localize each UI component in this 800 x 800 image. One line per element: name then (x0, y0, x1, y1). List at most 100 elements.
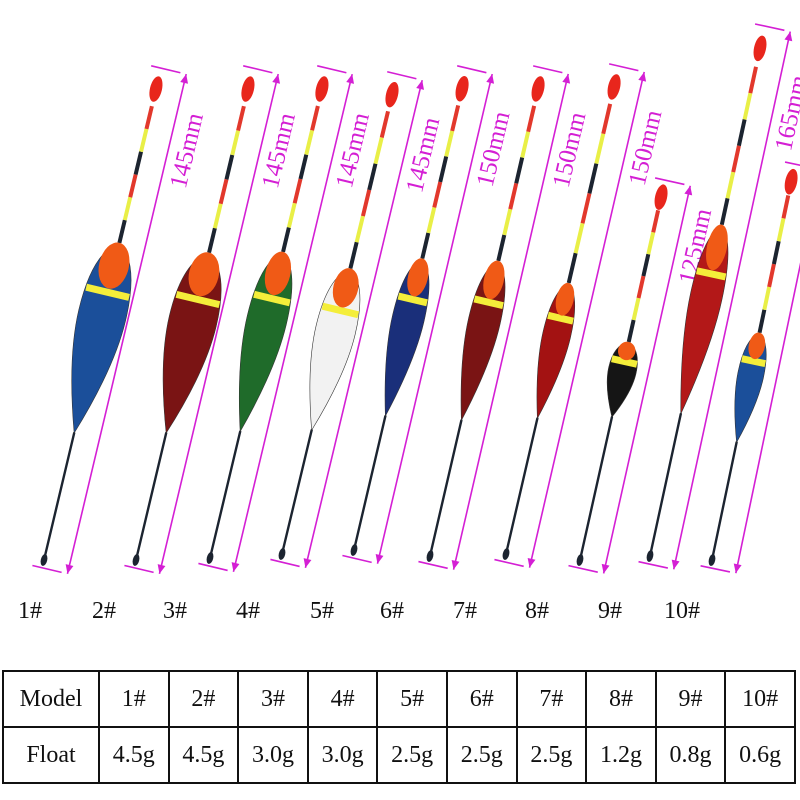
measure-tick (568, 564, 598, 573)
model-cell: 5# (376, 670, 448, 728)
float-antenna-segment (373, 137, 384, 165)
measure-arrow (375, 554, 384, 564)
weight-cell: 2.5g (515, 726, 588, 784)
weight-cell: 2.5g (445, 726, 518, 784)
float-antenna-segment (508, 182, 519, 210)
model-cell: 2# (167, 670, 240, 728)
float-antenna-segment (725, 171, 736, 199)
measure-arrow (180, 74, 189, 84)
measure-tick (124, 564, 154, 574)
model-cell: 4# (306, 670, 379, 728)
measure-arrow (486, 74, 495, 84)
float-antenna-segment (631, 297, 641, 321)
model-cell: 1# (98, 670, 170, 728)
float-antenna-segment (438, 155, 449, 183)
model-cell: 7# (515, 670, 588, 728)
measure-tick (32, 564, 62, 574)
float-antenna-segment (218, 178, 229, 205)
float-stem (134, 431, 168, 562)
measure-line (232, 73, 353, 573)
weight-cell: 3.0g (237, 726, 309, 784)
measure-arrow (451, 559, 460, 570)
float-antenna-segment (348, 241, 359, 269)
float-model-labels: 1# 2# 3# 4# 5# 6# 7# 8# 9# 10# (0, 598, 800, 634)
measure-tick (317, 65, 347, 74)
measure-tick (418, 560, 448, 570)
float-antenna-segment (771, 240, 781, 265)
float-antenna-segment (636, 275, 646, 299)
measure-tick (754, 23, 785, 32)
float-tip (455, 75, 469, 102)
length-label: 150mm (472, 108, 516, 189)
float-antenna-segment (144, 105, 154, 130)
float-tip (784, 168, 798, 195)
float-tip (315, 76, 329, 102)
float-antenna-segment (514, 157, 525, 184)
float-band (253, 290, 291, 307)
weight-cell: 4.5g (98, 726, 170, 784)
float-eyelet (350, 544, 358, 556)
float-stem (504, 417, 539, 556)
float-band (85, 283, 130, 301)
float-antenna-segment (566, 252, 578, 284)
float-stem (428, 419, 463, 558)
float-tip (385, 81, 399, 108)
float-model-label: 10# (664, 598, 700, 624)
float-eyelet (646, 550, 654, 562)
measure-arrow (65, 564, 74, 574)
measure-line (735, 262, 800, 574)
float-antenna-segment (128, 174, 138, 198)
float-antenna-segment (286, 202, 297, 228)
measure-arrow (346, 74, 355, 84)
float-antenna-segment (573, 222, 585, 254)
length-label: 150mm (548, 109, 592, 190)
float-tip (607, 74, 621, 100)
float-antenna-segment (651, 209, 661, 233)
float-tip (531, 76, 545, 102)
float-antenna-segment (601, 103, 613, 135)
float-antenna-segment (367, 163, 378, 191)
float-antenna-segment (776, 217, 786, 242)
float-antenna-segment (731, 145, 741, 173)
float-stem (280, 429, 313, 556)
measure-line (376, 73, 494, 564)
measure-line (452, 73, 570, 570)
measure-arrow (671, 559, 680, 570)
measure-tick (342, 554, 372, 564)
measure-line (304, 79, 423, 569)
measure-arrow (733, 563, 742, 574)
measure-tick (700, 564, 731, 573)
float-model-label: 7# (453, 598, 477, 624)
float-cap (407, 258, 429, 297)
float-eyelet (132, 554, 140, 566)
float-tip (654, 184, 668, 210)
float-antenna-segment (502, 208, 513, 236)
float-cap (483, 260, 505, 300)
float-antenna-segment (379, 110, 390, 138)
measure-tick (198, 562, 228, 572)
measure-tick (784, 161, 800, 166)
float-tip (753, 35, 767, 62)
measure-line (158, 73, 279, 574)
float-antenna-segment (757, 309, 767, 334)
float-cap (617, 341, 636, 361)
float-model-label: 9# (598, 598, 622, 624)
measure-tick (270, 558, 300, 568)
float-header: Float (2, 726, 100, 784)
float-antenna-segment (762, 286, 772, 311)
float-eyelet (40, 554, 48, 566)
float-antenna-segment (354, 215, 365, 243)
float-eyelet (502, 548, 510, 560)
measure-arrow (157, 564, 166, 574)
weight-cell: 0.6g (724, 726, 796, 784)
float-eyelet (708, 554, 716, 566)
model-cell: 8# (585, 670, 657, 728)
float-antenna-segment (736, 118, 747, 147)
measure-arrow (527, 557, 536, 568)
float-tip (149, 76, 163, 102)
float-cap (706, 224, 728, 271)
float-antenna-segment (526, 105, 537, 133)
measure-line (66, 73, 187, 574)
float-antenna-segment (450, 105, 461, 132)
float-antenna-segment (304, 129, 315, 156)
